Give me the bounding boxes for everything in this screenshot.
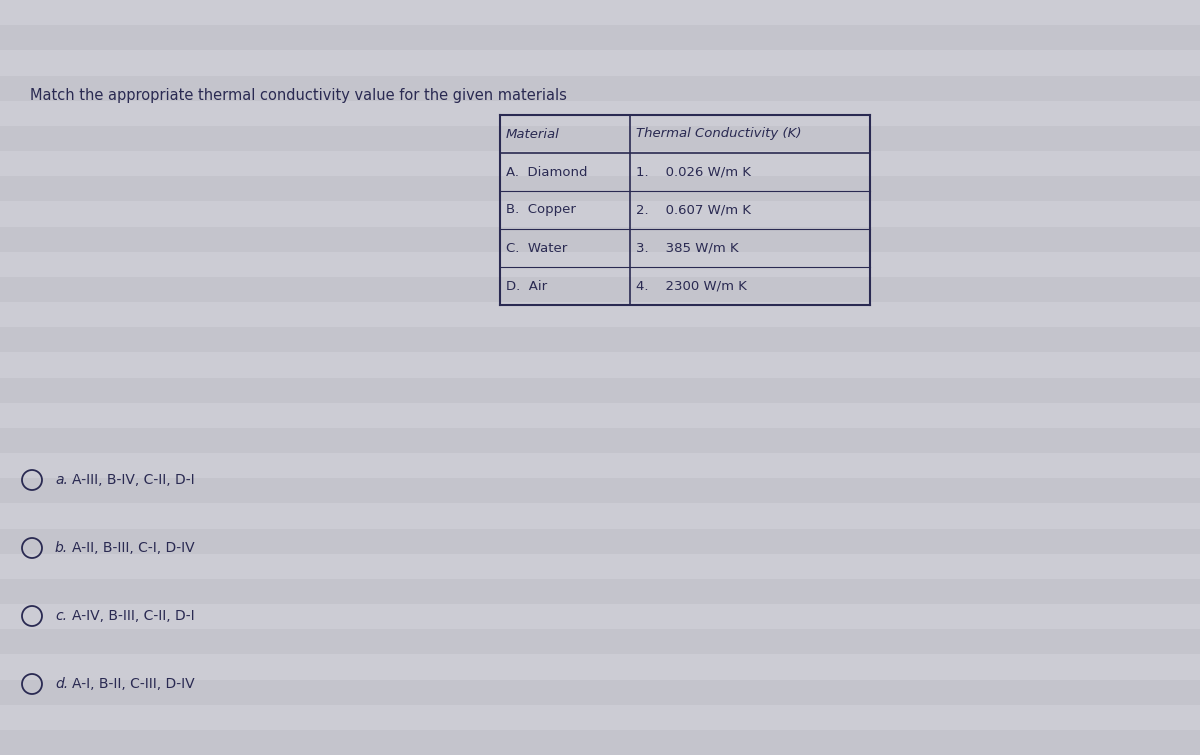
Bar [0, 251, 1200, 277]
Bar [0, 528, 1200, 553]
Text: Match the appropriate thermal conductivity value for the given materials: Match the appropriate thermal conductivi… [30, 88, 566, 103]
Bar [0, 378, 1200, 402]
Bar [0, 553, 1200, 579]
Bar [0, 704, 1200, 730]
Text: 4.    2300 W/m K: 4. 2300 W/m K [636, 279, 746, 292]
Bar [0, 302, 1200, 327]
Bar [0, 353, 1200, 378]
Bar [0, 25, 1200, 51]
Text: A-II, B-III, C-I, D-IV: A-II, B-III, C-I, D-IV [72, 541, 194, 555]
Bar [0, 655, 1200, 680]
Text: 1.    0.026 W/m K: 1. 0.026 W/m K [636, 165, 751, 178]
Bar [0, 76, 1200, 100]
Bar [0, 402, 1200, 428]
Text: c.: c. [55, 609, 67, 623]
Bar [0, 453, 1200, 478]
Text: 2.    0.607 W/m K: 2. 0.607 W/m K [636, 204, 751, 217]
Text: d.: d. [55, 677, 68, 691]
Bar [0, 327, 1200, 353]
Text: A-IV, B-III, C-II, D-I: A-IV, B-III, C-II, D-I [72, 609, 194, 623]
Bar [0, 604, 1200, 629]
Text: Thermal Conductivity (K): Thermal Conductivity (K) [636, 128, 802, 140]
Text: a.: a. [55, 473, 68, 487]
Bar [0, 277, 1200, 302]
Bar [0, 504, 1200, 528]
Bar [0, 0, 1200, 25]
Bar [0, 100, 1200, 126]
Bar [0, 478, 1200, 504]
Bar [0, 680, 1200, 704]
Bar [0, 202, 1200, 226]
Bar [0, 176, 1200, 202]
Bar [0, 579, 1200, 604]
Bar [0, 428, 1200, 453]
Bar [0, 629, 1200, 655]
Bar [0, 226, 1200, 251]
Text: b.: b. [55, 541, 68, 555]
Bar [0, 126, 1200, 151]
Bar [0, 730, 1200, 755]
Bar [0, 51, 1200, 76]
Text: A-I, B-II, C-III, D-IV: A-I, B-II, C-III, D-IV [72, 677, 194, 691]
Bar [0, 151, 1200, 176]
Text: C.  Water: C. Water [506, 242, 568, 254]
Text: A.  Diamond: A. Diamond [506, 165, 588, 178]
Text: D.  Air: D. Air [506, 279, 547, 292]
Text: B.  Copper: B. Copper [506, 204, 576, 217]
Text: A-III, B-IV, C-II, D-I: A-III, B-IV, C-II, D-I [72, 473, 194, 487]
Text: Material: Material [506, 128, 559, 140]
Text: 3.    385 W/m K: 3. 385 W/m K [636, 242, 739, 254]
